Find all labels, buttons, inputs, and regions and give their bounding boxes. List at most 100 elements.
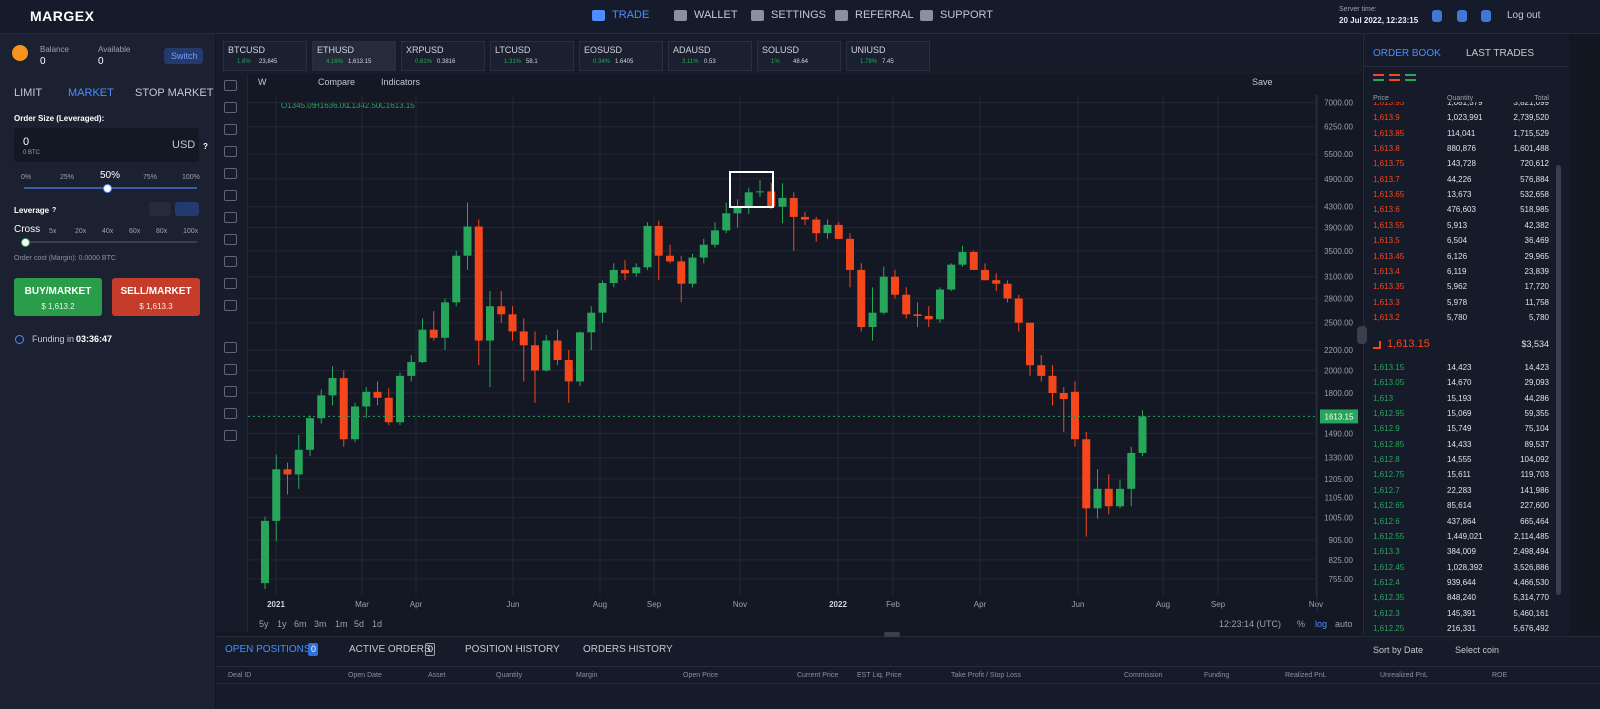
ticker-change[interactable]: 0.34% — [593, 59, 611, 65]
size-mark[interactable]: 75% — [143, 174, 158, 181]
book-price[interactable]: 1,612.6 — [1373, 516, 1400, 526]
sell-price[interactable]: $ 1,613.3 — [139, 302, 173, 311]
book-price[interactable]: 1,613.6 — [1373, 205, 1400, 215]
size-mark[interactable]: 0% — [21, 174, 32, 181]
nav-item[interactable]: REFERRAL — [855, 9, 914, 21]
nav-item[interactable]: SETTINGS — [771, 9, 827, 21]
book-price[interactable]: 1,613.9 — [1373, 113, 1400, 123]
switch-button[interactable] — [164, 48, 203, 64]
buy-label[interactable]: BUY/MARKET — [24, 286, 92, 297]
save[interactable]: Save — [1252, 77, 1273, 87]
book-view-icon[interactable] — [1373, 74, 1384, 81]
book-price[interactable]: 1,613.05 — [1373, 378, 1405, 388]
book-price[interactable]: 1,612.9 — [1373, 424, 1400, 434]
book-price[interactable]: 1,613.45 — [1373, 251, 1405, 261]
tool-icon[interactable] — [224, 364, 237, 375]
range-button[interactable]: 3m — [314, 619, 327, 629]
book-price[interactable]: 1,613.15 — [1373, 363, 1405, 372]
tool-icon[interactable] — [224, 124, 237, 135]
leverage-mark[interactable]: 5x — [49, 228, 57, 235]
log-toggle[interactable]: log — [1315, 619, 1328, 629]
nav-icon[interactable] — [835, 10, 848, 21]
resize-handle[interactable] — [884, 632, 900, 637]
tool-icon[interactable] — [224, 430, 237, 441]
nav-item[interactable]: SUPPORT — [940, 9, 993, 21]
tool-icon[interactable] — [224, 300, 237, 311]
book-price[interactable]: 1,612.7 — [1373, 485, 1400, 495]
indicators[interactable]: Indicators — [381, 77, 421, 87]
tool-icon[interactable] — [224, 386, 237, 397]
range-button[interactable]: 6m — [294, 619, 307, 629]
book-price[interactable]: 1,613.7 — [1373, 174, 1400, 184]
nav-item[interactable]: WALLET — [694, 9, 738, 21]
book-price[interactable]: 1,613.75 — [1373, 159, 1405, 169]
book-price[interactable]: 1,613.35 — [1373, 282, 1405, 292]
tool-icon[interactable] — [224, 234, 237, 245]
book-price[interactable]: 1,612.25 — [1373, 623, 1405, 632]
tool-icon[interactable] — [224, 212, 237, 223]
ticker-change[interactable]: 1.78% — [860, 59, 878, 65]
ticker-price[interactable]: 0.53 — [704, 59, 716, 65]
ticker-price[interactable]: 0.3816 — [437, 59, 456, 65]
leverage-mark[interactable]: 20x — [75, 228, 87, 235]
order-size[interactable]: 0 — [23, 136, 30, 148]
tool-icon[interactable] — [224, 190, 237, 201]
leverage-mark[interactable]: 80x — [156, 228, 168, 235]
book-price[interactable]: 1,613.2 — [1373, 312, 1400, 322]
switch-label[interactable]: Switch — [171, 51, 198, 61]
order-size-input[interactable] — [14, 128, 199, 162]
collapse-handle[interactable] — [1357, 326, 1367, 344]
ticker-symbol[interactable]: UNIUSD — [851, 45, 886, 55]
positions-tab[interactable]: POSITION HISTORY — [465, 644, 560, 655]
ticker-box[interactable] — [757, 41, 841, 71]
book-price[interactable]: 1,612.35 — [1373, 593, 1405, 603]
tool-icon[interactable] — [224, 80, 237, 91]
range-button[interactable]: 5d — [354, 619, 365, 629]
leverage-mark[interactable]: 60x — [129, 228, 141, 235]
ticker-box[interactable] — [846, 41, 930, 71]
nav-icon[interactable] — [674, 10, 687, 21]
tool-icon[interactable] — [224, 146, 237, 157]
tool-icon[interactable] — [224, 168, 237, 179]
positions-tab[interactable]: ORDERS HISTORY — [583, 644, 673, 655]
range-button[interactable]: 1y — [277, 619, 287, 629]
book-view-icon[interactable] — [1389, 74, 1400, 81]
book-price[interactable]: 1,613.95 — [1373, 102, 1405, 107]
ticker-change[interactable]: 1% — [771, 59, 780, 65]
logo[interactable]: MARGEX — [30, 8, 95, 24]
range-button[interactable]: 1d — [372, 619, 383, 629]
last-trades-tab[interactable]: LAST TRADES — [1466, 48, 1534, 59]
order-tab[interactable]: LIMIT — [14, 87, 43, 99]
ticker-price[interactable]: 7.45 — [882, 59, 894, 65]
ticker-change[interactable]: 1.8% — [237, 59, 251, 65]
sell-label[interactable]: SELL/MARKET — [120, 286, 192, 297]
ticker-change[interactable]: 3.11% — [682, 59, 699, 65]
tool-icon[interactable] — [224, 408, 237, 419]
book-view-icon[interactable] — [1405, 74, 1416, 81]
order-tab[interactable]: MARKET — [68, 87, 114, 99]
leverage-mode[interactable]: Cross — [14, 224, 41, 235]
leverage-slider[interactable] — [24, 241, 197, 243]
tool-icon[interactable] — [224, 342, 237, 353]
leverage-mark[interactable]: 40x — [102, 228, 114, 235]
header-icon[interactable] — [1481, 10, 1491, 22]
book-price[interactable]: 1,613 — [1373, 393, 1394, 403]
range-button[interactable]: 5y — [259, 619, 269, 629]
nav-icon[interactable] — [751, 10, 764, 21]
header-icon[interactable] — [1432, 10, 1442, 22]
book-price[interactable]: 1,613.8 — [1373, 144, 1400, 154]
ticker-price[interactable]: 1,613.15 — [348, 59, 372, 65]
book-price[interactable]: 1,613.85 — [1373, 128, 1405, 138]
ticker-change[interactable]: 4.16% — [326, 59, 344, 65]
book-price[interactable]: 1,613.65 — [1373, 190, 1405, 200]
auto-toggle[interactable]: auto — [1335, 619, 1353, 629]
buy-price[interactable]: $ 1,613.2 — [41, 302, 75, 311]
book-price[interactable]: 1,612.3 — [1373, 608, 1400, 618]
nav-icon[interactable] — [920, 10, 933, 21]
size-mark[interactable]: 50% — [100, 170, 121, 181]
book-price[interactable]: 1,612.85 — [1373, 439, 1405, 449]
book-price[interactable]: 1,612.95 — [1373, 409, 1405, 419]
nav-item[interactable]: TRADE — [612, 9, 650, 21]
leverage-thumb[interactable] — [21, 238, 30, 247]
ticker-box[interactable] — [579, 41, 663, 71]
